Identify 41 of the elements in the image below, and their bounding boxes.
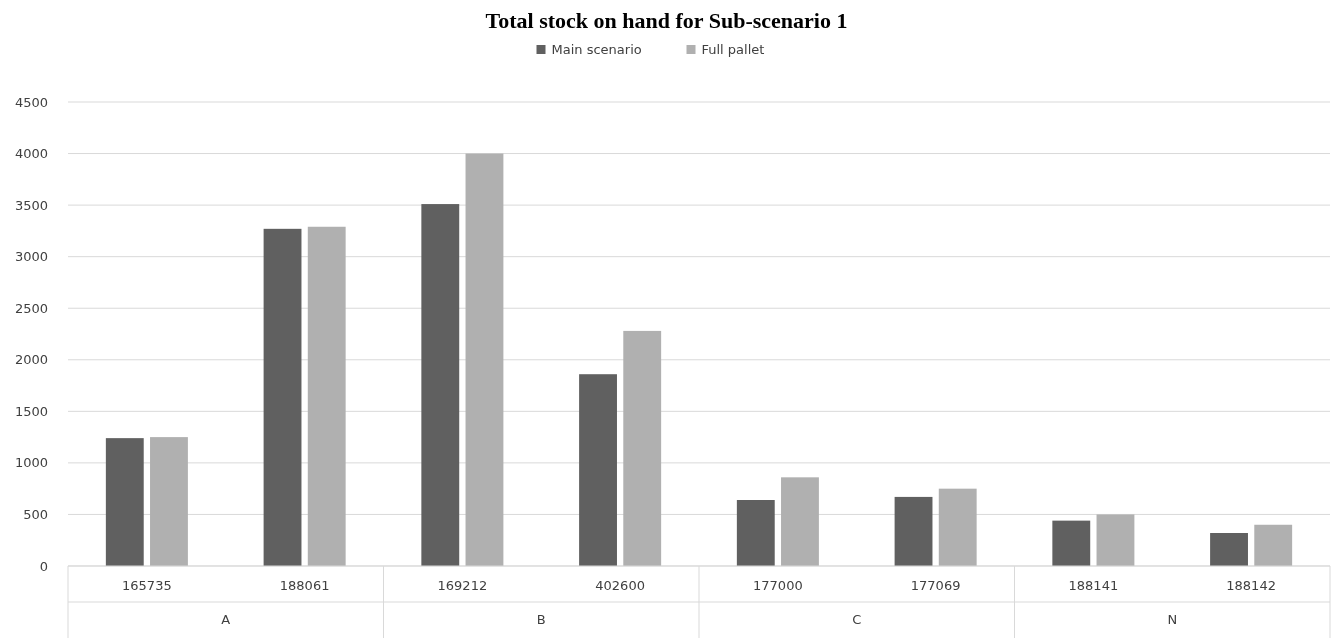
y-tick-label: 0	[39, 558, 48, 574]
text: C	[852, 612, 862, 627]
bar	[421, 204, 460, 566]
bar	[1052, 520, 1091, 566]
bar	[894, 496, 933, 566]
bar	[307, 226, 346, 566]
y-tick-label: 3000	[14, 249, 48, 265]
bar	[736, 500, 775, 566]
chart-title: Total stock on hand for Sub-scenario 1	[485, 8, 848, 33]
y-tick-label: 2000	[14, 352, 48, 368]
text: N	[1167, 612, 1178, 627]
legend-label: Full pallet	[701, 42, 765, 57]
y-tick-label: 4000	[14, 146, 48, 162]
y-tick-label: 1500	[14, 403, 48, 419]
x-tick-label: 188141	[1068, 578, 1119, 593]
x-tick-label: 165735	[122, 578, 172, 593]
bar	[150, 437, 188, 566]
x-tick-label: 177000	[753, 578, 803, 593]
bar	[579, 374, 617, 566]
x-tick-label: 177069	[910, 578, 961, 593]
bar	[105, 438, 144, 566]
bar	[1210, 533, 1248, 566]
y-tick-label: 3500	[14, 197, 48, 213]
x-tick-label: 169212	[437, 578, 488, 593]
bar	[938, 488, 977, 566]
y-tick-label: 4500	[14, 94, 48, 110]
y-tick-label: 1000	[14, 455, 48, 471]
bar	[781, 477, 819, 566]
x-tick-label: 402600	[595, 578, 645, 593]
bar	[465, 153, 504, 566]
x-tick-label: 188061	[279, 578, 330, 593]
bar	[1096, 514, 1135, 566]
bar	[623, 330, 662, 566]
y-tick-label: 500	[23, 506, 48, 522]
text: B	[536, 612, 546, 627]
text: A	[221, 612, 231, 627]
x-tick-label: 188142	[1226, 578, 1276, 593]
legend-label: Main scenario	[551, 42, 642, 57]
bar	[1254, 524, 1293, 566]
bar	[263, 228, 302, 566]
y-tick-label: 2500	[14, 300, 48, 316]
